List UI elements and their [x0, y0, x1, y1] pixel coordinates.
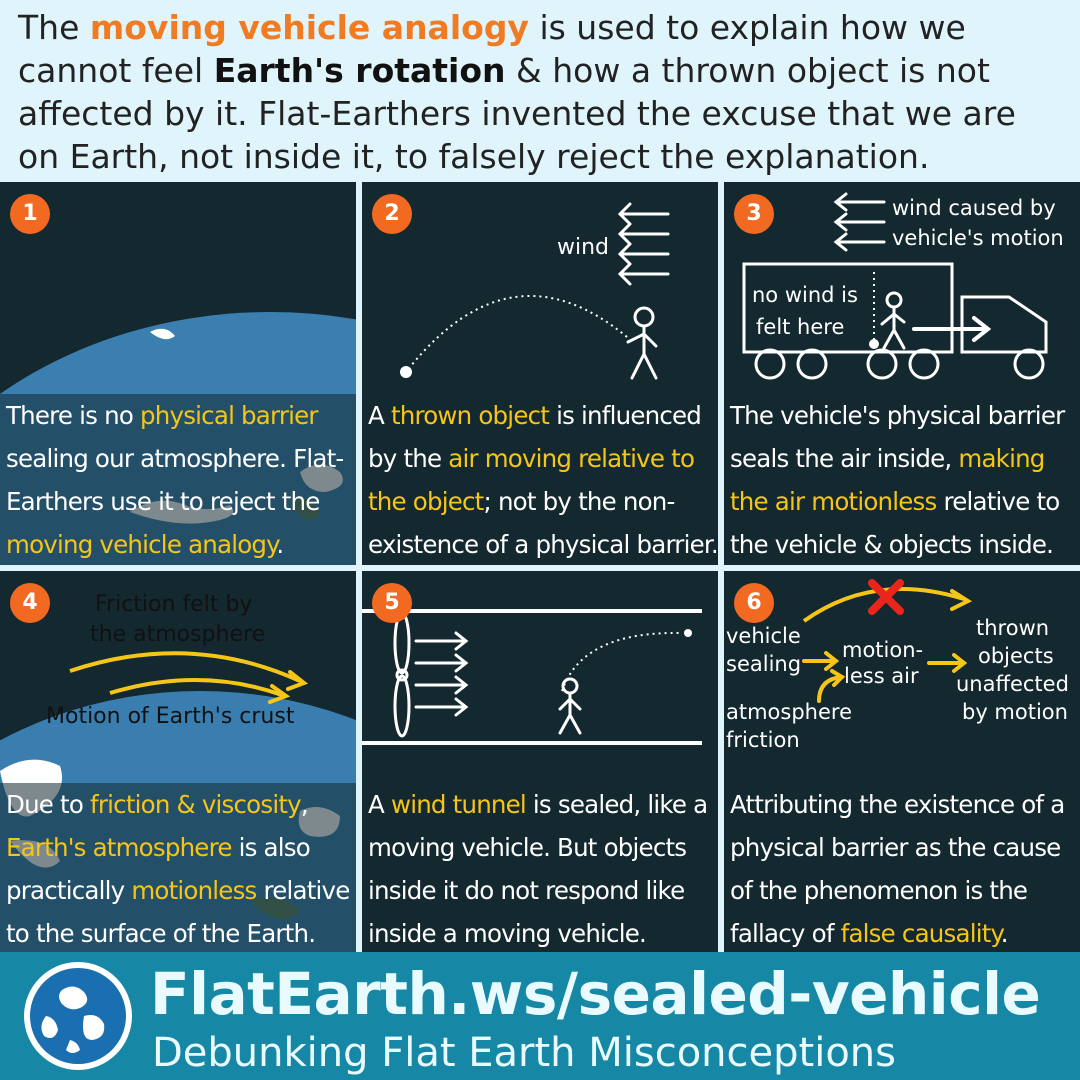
motionless-label-line2: less air — [844, 664, 919, 688]
no-wind-label-line1: no wind is — [752, 283, 858, 307]
wind-arrows — [414, 631, 469, 717]
friction-label-line1: Friction felt by — [95, 592, 252, 617]
tunnel-walls — [362, 609, 702, 745]
panel-number-badge: 5 — [372, 583, 412, 623]
caption-text: There is no — [6, 401, 141, 430]
cross-icon — [868, 579, 904, 615]
panel-1: 1 There is no physical barrier sealing o… — [0, 182, 356, 565]
header-text-part: is used to explain how we cannot feel — [18, 8, 966, 90]
site-url[interactable]: FlatEarth.ws/sealed-vehicle — [150, 960, 1041, 1028]
footer: FlatEarth.ws/sealed-vehicle Debunking Fl… — [0, 952, 1080, 1080]
motionless-label-line1: motion- — [842, 638, 923, 662]
vehicle-label-line2: sealing — [726, 652, 801, 676]
caption-highlight: wind tunnel — [390, 790, 527, 819]
friction-label-line2: the atmosphere — [90, 622, 265, 647]
caption-highlight: moving vehicle analogy — [6, 530, 277, 559]
caption-text: relative to the surface of the Earth. — [6, 876, 350, 948]
dropped-ball — [869, 339, 879, 349]
atmosphere-label-line1: atmosphere — [726, 700, 852, 724]
caption-text: is sealed, like a moving vehicle. But ob… — [368, 790, 708, 948]
caption-text: . — [1000, 919, 1009, 948]
caption-text: . — [276, 530, 284, 559]
caption-text: sealing our atmosphere. Flat-Earthers us… — [6, 444, 344, 516]
caption-highlight: air moving relative to the object — [368, 444, 695, 516]
no-wind-label-line2: felt here — [756, 315, 844, 339]
caption-text: , — [300, 790, 309, 819]
wind-label-line2: vehicle's motion — [892, 226, 1064, 250]
caption-text: is influenced by the — [368, 401, 702, 473]
caption-highlight: motionless — [131, 876, 257, 905]
header-text-part: The — [18, 8, 90, 47]
wind-arrows — [833, 192, 886, 252]
causality-diagram: vehicle sealing motion- less air thrown … — [726, 579, 1069, 752]
panel-caption: Attributing the existence of a physical … — [730, 783, 1080, 952]
stick-figure-icon — [880, 291, 906, 350]
panel-caption: A wind tunnel is sealed, like a moving v… — [368, 783, 718, 952]
panel-number-badge: 4 — [10, 583, 50, 623]
wind-tunnel-illustration — [362, 609, 702, 745]
panel-caption: A thrown object is influenced by the air… — [368, 394, 718, 565]
panel-caption: The vehicle's physical barrier seals the… — [730, 394, 1080, 565]
thrown-label-line3: unaffected — [956, 672, 1069, 696]
caption-text: Due to — [6, 790, 91, 819]
crust-motion-label: Motion of Earth's crust — [46, 704, 295, 729]
stick-figure-icon — [558, 677, 582, 735]
panel-number-badge: 3 — [734, 194, 774, 234]
truck-illustration: wind caused by vehicle's motion no wind … — [742, 192, 1064, 380]
thrown-ball — [684, 629, 692, 637]
truck-icon — [742, 262, 1048, 380]
vehicle-label-line1: vehicle — [726, 624, 801, 648]
thrown-ball — [400, 366, 412, 378]
atmosphere-label-line2: friction — [726, 728, 800, 752]
stick-figure-icon — [626, 306, 658, 380]
caption-text: Attributing the existence of a physical … — [730, 790, 1065, 948]
caption-highlight: making the air motionless — [730, 444, 1045, 516]
caption-highlight: physical barrier — [140, 401, 318, 430]
thrown-object-illustration: wind — [400, 202, 670, 380]
panel-4: 4 Friction felt by the atmosphere Motion… — [0, 571, 356, 952]
fan-icon — [393, 611, 411, 738]
caption-highlight: friction & viscosity — [90, 790, 302, 819]
caption-highlight: Earth's atmosphere — [6, 833, 232, 862]
caption-highlight: false causality — [840, 919, 1002, 948]
panel-number-badge: 1 — [10, 194, 50, 234]
panel-6: 6 vehicle sealing motion- less air throw… — [724, 571, 1080, 952]
header: The moving vehicle analogy is used to ex… — [0, 0, 1080, 182]
globe-logo-icon — [24, 962, 132, 1070]
wind-label: wind — [557, 235, 609, 260]
header-text-part: & how a thrown object is not affected by… — [18, 51, 1016, 176]
throw-trajectory — [561, 631, 683, 692]
header-highlight-rotation: Earth's rotation — [213, 51, 506, 90]
panel-caption: There is no physical barrier sealing our… — [0, 394, 356, 565]
panel-2: 2 wind A thrown object is influenced by … — [362, 182, 718, 565]
thrown-label-line1: thrown — [976, 616, 1049, 640]
panel-number-badge: 2 — [372, 194, 412, 234]
panel-5: 5 A wind tunnel is sealed, like a m — [362, 571, 718, 952]
thrown-label-line4: by motion — [962, 700, 1068, 724]
motion-arrow — [912, 316, 992, 342]
header-text: The moving vehicle analogy is used to ex… — [18, 6, 1066, 178]
panel-caption: Due to friction & viscosity, Earth's atm… — [0, 783, 356, 952]
panel-number-badge: 6 — [734, 583, 774, 623]
caption-text: A — [368, 790, 391, 819]
caption-highlight: thrown object — [390, 401, 550, 430]
panel-3: 3 wind caused by vehicle's motion no win… — [724, 182, 1080, 565]
caption-text: ; not by the non-existence of a physical… — [368, 487, 718, 559]
header-highlight-analogy: moving vehicle analogy — [89, 8, 529, 47]
caption-text: is also practically — [6, 833, 311, 905]
wind-arrows — [617, 202, 670, 286]
caption-text: The vehicle's physical barrier seals the… — [730, 401, 1065, 473]
throw-trajectory — [409, 295, 628, 368]
caption-text: relative to the vehicle & objects inside… — [730, 487, 1060, 559]
site-tagline: Debunking Flat Earth Misconceptions — [152, 1030, 896, 1076]
caption-text: A — [368, 401, 391, 430]
thrown-label-line2: objects — [978, 644, 1054, 668]
panel-grid: 1 There is no physical barrier sealing o… — [0, 182, 1080, 952]
wind-label-line1: wind caused by — [892, 196, 1056, 220]
